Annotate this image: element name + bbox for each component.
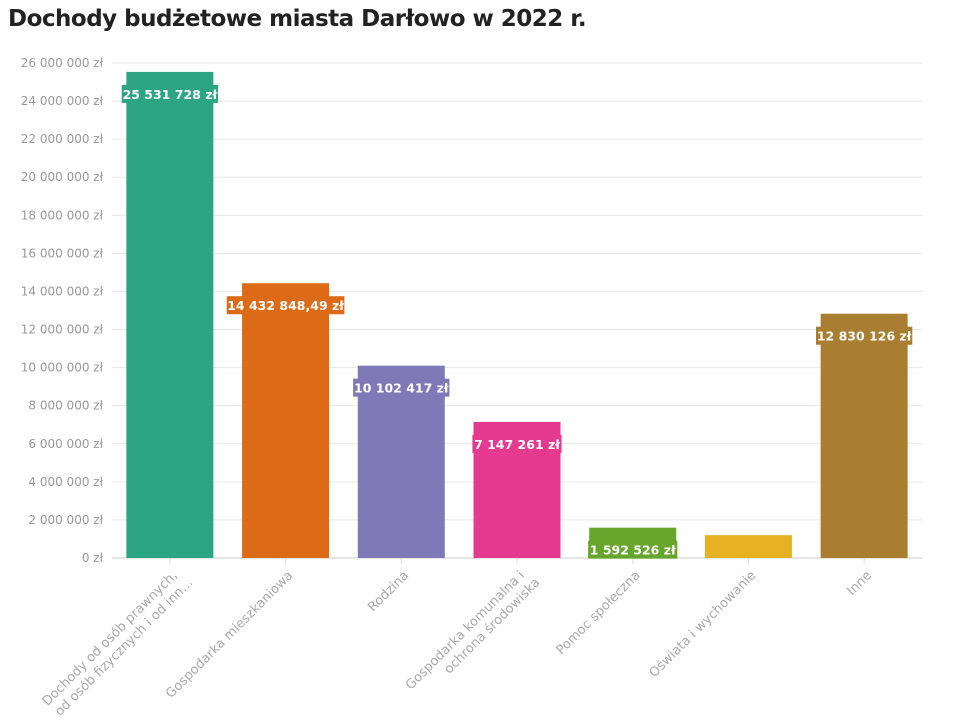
bar <box>126 71 214 559</box>
data-label: 10 102 417 zł <box>354 381 449 396</box>
x-category-line: Oświata i wychowanie <box>647 568 760 681</box>
x-category-line: Dochody od osób prawnych, <box>40 568 181 709</box>
data-label-bg <box>815 326 913 345</box>
y-tick-label: 22 000 000 zł <box>21 132 104 146</box>
bar <box>820 313 908 558</box>
y-tick-label: 16 000 000 zł <box>21 246 104 260</box>
data-label-bg <box>588 540 678 559</box>
data-label-bg <box>472 434 562 453</box>
data-label: 25 531 728 zł <box>123 87 218 102</box>
x-category-label: Pomoc społeczna <box>554 568 644 658</box>
data-label: 1 592 526 zł <box>590 543 676 558</box>
data-label-bg <box>121 84 219 103</box>
x-category-line: Rodzina <box>365 568 412 615</box>
data-label: 12 830 126 zł <box>817 329 912 344</box>
y-tick-label: 10 000 000 zł <box>21 361 104 375</box>
y-tick-label: 26 000 000 zł <box>21 56 104 70</box>
x-category-label: Rodzina <box>365 568 412 615</box>
x-category-line: ochrona środowiska <box>442 575 544 677</box>
x-category-label: Gospodarka komunalna iochrona środowiska <box>403 564 543 704</box>
x-category-line: Pomoc społeczna <box>554 568 644 658</box>
bar <box>242 283 330 558</box>
y-tick-label: 4 000 000 zł <box>28 475 103 489</box>
bar <box>357 365 445 558</box>
bar <box>704 535 792 558</box>
y-tick-label: 24 000 000 zł <box>21 94 104 108</box>
data-label: 7 147 261 zł <box>474 437 560 452</box>
data-label-bg <box>353 378 450 397</box>
y-tick-label: 14 000 000 zł <box>21 284 104 298</box>
x-category-line: Gospodarka komunalna i <box>403 568 528 693</box>
y-tick-label: 8 000 000 zł <box>28 399 103 413</box>
chart-title: Dochody budżetowe miasta Darłowo w 2022 … <box>8 6 587 32</box>
x-category-label: Oświata i wychowanie <box>647 568 760 681</box>
y-tick-label: 12 000 000 zł <box>21 323 104 337</box>
y-tick-label: 18 000 000 zł <box>21 208 104 222</box>
y-tick-label: 20 000 000 zł <box>21 170 104 184</box>
y-tick-label: 2 000 000 zł <box>28 513 103 527</box>
x-category-line: Inne <box>844 568 875 599</box>
y-tick-label: 6 000 000 zł <box>28 437 103 451</box>
x-category-label: Inne <box>844 568 875 599</box>
y-tick-label: 0 zł <box>82 551 104 565</box>
data-label-bg <box>226 296 345 315</box>
data-label: 14 432 848,49 zł <box>227 298 344 313</box>
